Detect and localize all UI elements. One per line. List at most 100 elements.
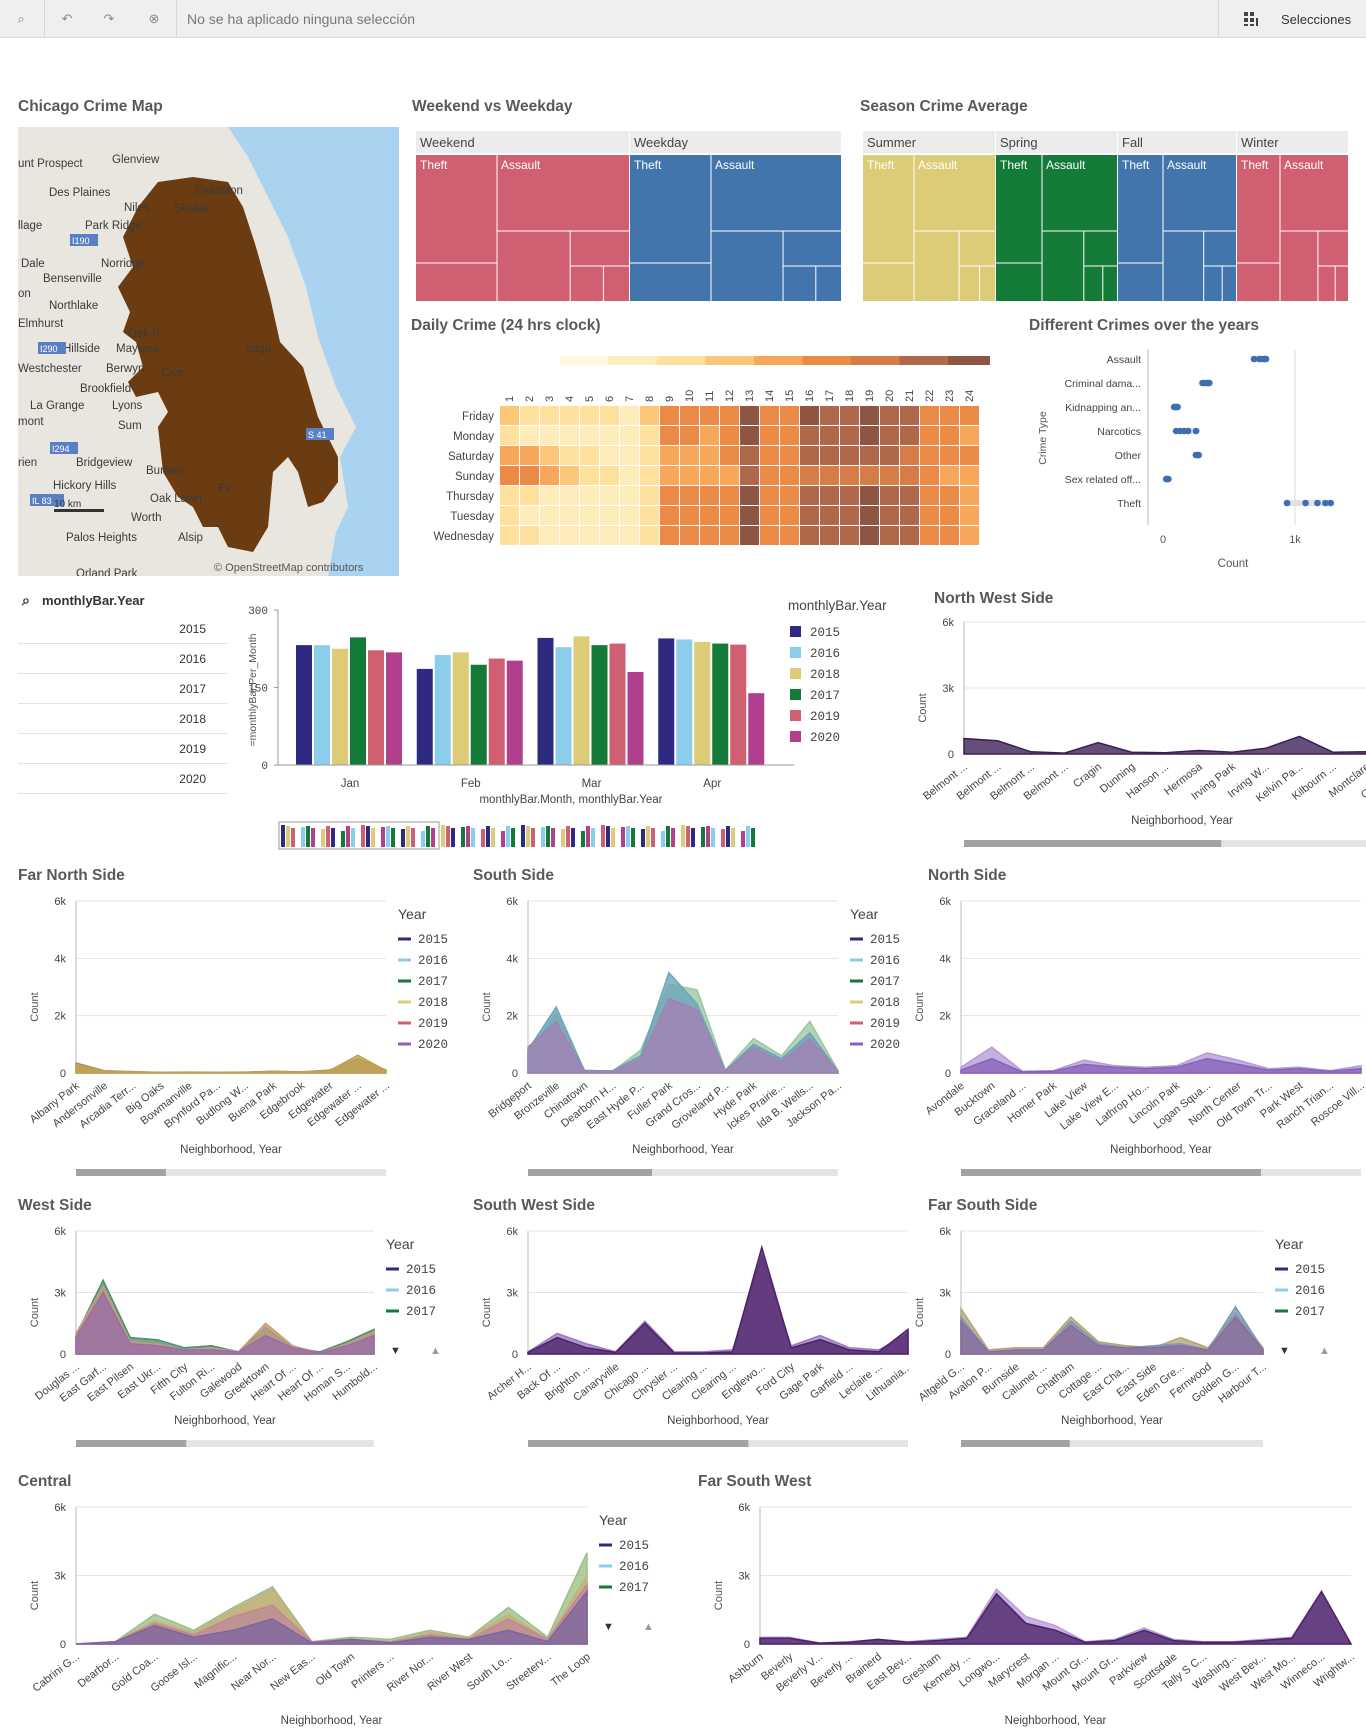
heatmap-cell[interactable]	[760, 526, 779, 545]
legend-scroll-down[interactable]: ▼	[603, 1621, 614, 1633]
heatmap-cell[interactable]	[820, 486, 839, 505]
heatmap-cell[interactable]	[500, 486, 519, 505]
heatmap-cell[interactable]	[580, 466, 599, 485]
heatmap-cell[interactable]	[880, 446, 899, 465]
heatmap-cell[interactable]	[580, 446, 599, 465]
heatmap-cell[interactable]	[580, 526, 599, 545]
treemap-tile[interactable]	[1237, 155, 1348, 301]
chicago-crime-map[interactable]: unt Prospect Glenview Des Plaines Evanston N…	[18, 127, 399, 576]
heatmap-cell[interactable]	[500, 426, 519, 445]
heatmap-cell[interactable]	[720, 426, 739, 445]
legend-scroll-up[interactable]: ▲	[430, 1345, 441, 1357]
listbox-item[interactable]: 2017	[18, 674, 228, 704]
heatmap-cell[interactable]	[920, 526, 939, 545]
heatmap-cell[interactable]	[720, 466, 739, 485]
data-point[interactable]	[1283, 499, 1291, 507]
heatmap-cell[interactable]	[900, 406, 919, 425]
heatmap-cell[interactable]	[620, 506, 639, 525]
treemap-tile[interactable]	[630, 155, 841, 301]
heatmap-cell[interactable]	[500, 466, 519, 485]
area-series[interactable]	[527, 1244, 909, 1355]
heatmap-cell[interactable]	[700, 466, 719, 485]
heatmap-cell[interactable]	[800, 466, 819, 485]
heatmap-cell[interactable]	[700, 486, 719, 505]
crime-type-dotplot[interactable]: Assault Criminal dama... Kidnapping an... N…	[1030, 343, 1360, 573]
heatmap-cell[interactable]	[520, 506, 539, 525]
heatmap-cell[interactable]	[900, 486, 919, 505]
data-point[interactable]	[1164, 475, 1172, 483]
scrollbar-thumb[interactable]	[76, 1440, 187, 1447]
heatmap-cell[interactable]	[740, 466, 759, 485]
scrollbar-track[interactable]	[961, 1440, 1263, 1447]
scrollbar-thumb[interactable]	[961, 1169, 1261, 1176]
heatmap-cell[interactable]	[540, 406, 559, 425]
scrollbar-thumb[interactable]	[528, 1169, 652, 1176]
heatmap-cell[interactable]	[740, 486, 759, 505]
map-attribution[interactable]: © OpenStreetMap contributors	[214, 562, 364, 574]
heatmap-cell[interactable]	[820, 426, 839, 445]
area-series[interactable]	[759, 1590, 1353, 1645]
bar[interactable]	[609, 643, 626, 765]
heatmap-cell[interactable]	[540, 506, 559, 525]
heatmap-cell[interactable]	[860, 486, 879, 505]
area-chart-south-side[interactable]: South Side6k4k2k0CountBridgeportBronzevi…	[455, 864, 910, 1184]
heatmap-cell[interactable]	[800, 526, 819, 545]
heatmap-cell[interactable]	[520, 486, 539, 505]
heatmap-cell[interactable]	[720, 406, 739, 425]
daily-crime-heatmap[interactable]: 1 2 3 4 5 6 7 8 9 10 11 12 13 14 15 16 17 18 19 20 21 22 23 24F…	[430, 352, 990, 558]
heatmap-cell[interactable]	[900, 426, 919, 445]
heatmap-cell[interactable]	[500, 526, 519, 545]
heatmap-cell[interactable]	[840, 466, 859, 485]
heatmap-cell[interactable]	[900, 446, 919, 465]
heatmap-cell[interactable]	[520, 426, 539, 445]
heatmap-cell[interactable]	[500, 406, 519, 425]
data-point[interactable]	[1262, 355, 1270, 363]
bar[interactable]	[416, 668, 433, 765]
bar[interactable]	[296, 645, 312, 765]
heatmap-cell[interactable]	[640, 426, 659, 445]
heatmap-cell[interactable]	[780, 466, 799, 485]
treemap-tile[interactable]	[416, 155, 629, 301]
heatmap-cell[interactable]	[640, 486, 659, 505]
bar[interactable]	[350, 637, 366, 765]
heatmap-cell[interactable]	[960, 486, 979, 505]
data-point[interactable]	[1322, 499, 1329, 507]
heatmap-cell[interactable]	[840, 486, 859, 505]
scrollbar-thumb[interactable]	[961, 1440, 1070, 1447]
heatmap-cell[interactable]	[840, 506, 859, 525]
weekend-treemap[interactable]: Weekend Theft Assault Weekday Theft Assault	[416, 131, 844, 301]
data-point[interactable]	[1327, 499, 1334, 507]
heatmap-cell[interactable]	[880, 486, 899, 505]
heatmap-cell[interactable]	[560, 406, 579, 425]
heatmap-cell[interactable]	[600, 466, 619, 485]
bar[interactable]	[573, 636, 590, 765]
heatmap-cell[interactable]	[780, 446, 799, 465]
data-point[interactable]	[1184, 427, 1192, 435]
data-point[interactable]	[1302, 499, 1309, 507]
heatmap-cell[interactable]	[860, 506, 879, 525]
heatmap-cell[interactable]	[620, 426, 639, 445]
heatmap-cell[interactable]	[640, 406, 659, 425]
data-point[interactable]	[1205, 379, 1213, 387]
heatmap-cell[interactable]	[660, 466, 679, 485]
area-chart-far-south-west[interactable]: Far South West6k3k0CountAshburnBeverlyBe…	[680, 1470, 1366, 1730]
bar[interactable]	[386, 652, 402, 765]
heatmap-cell[interactable]	[760, 486, 779, 505]
bar[interactable]	[658, 638, 675, 765]
heatmap-cell[interactable]	[600, 526, 619, 545]
heatmap-cell[interactable]	[500, 506, 519, 525]
heatmap-cell[interactable]	[960, 506, 979, 525]
heatmap-cell[interactable]	[860, 446, 879, 465]
heatmap-cell[interactable]	[820, 446, 839, 465]
heatmap-cell[interactable]	[920, 466, 939, 485]
data-point[interactable]	[1314, 499, 1321, 507]
heatmap-cell[interactable]	[640, 466, 659, 485]
area-series[interactable]	[527, 997, 839, 1074]
bar[interactable]	[452, 652, 469, 765]
heatmap-cell[interactable]	[660, 506, 679, 525]
heatmap-cell[interactable]	[740, 426, 759, 445]
monthly-bar-chart[interactable]: 300 150 0 =monthlyBar.Per_Month Jan Feb Mar Apr…	[238, 580, 918, 860]
heatmap-cell[interactable]	[960, 426, 979, 445]
